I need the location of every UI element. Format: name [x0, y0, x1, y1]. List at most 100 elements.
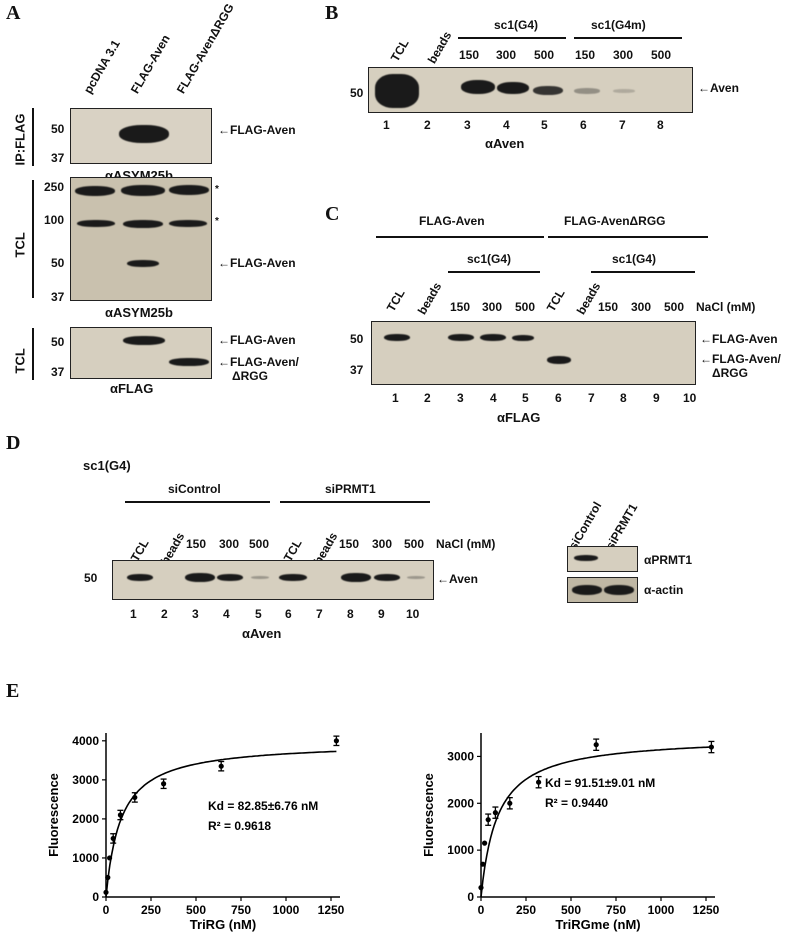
band [123, 336, 165, 345]
x-tick-label: 0 [103, 903, 110, 917]
blot-d [112, 560, 434, 600]
x-tick-label: 1250 [693, 903, 720, 917]
data-point [107, 855, 113, 861]
blot-b [368, 67, 693, 113]
arrow-label: ←FLAG-Aven [700, 332, 778, 346]
band [119, 125, 169, 143]
panel-title: sc1(G4) [83, 458, 131, 473]
mw-marker: 100 [44, 213, 65, 227]
lane-number: 10 [406, 607, 420, 621]
band [341, 573, 371, 582]
band [572, 585, 602, 595]
group-label: siControl [168, 482, 221, 496]
panel-d-letter: D [6, 432, 21, 454]
fit-curve [105, 750, 337, 898]
panel-a-letter: A [6, 2, 21, 24]
conc-label: 300 [631, 300, 652, 314]
x-axis-label: TriRGme (nM) [555, 917, 640, 932]
y-tick-label: 4000 [72, 734, 99, 748]
lane-number: 4 [490, 391, 497, 405]
conc-label: 500 [534, 48, 555, 62]
y-axis-label: Fluorescence [46, 773, 61, 857]
conc-label: 150 [459, 48, 480, 62]
lane-number: 6 [580, 118, 587, 132]
arrow-label: ΔRGG [712, 366, 748, 380]
col-label: TCL [387, 36, 412, 64]
group-label: sc1(G4m) [591, 18, 646, 32]
y-tick-label: 1000 [72, 851, 99, 865]
band [574, 88, 600, 94]
band [407, 576, 425, 579]
group-label: sc1(G4) [612, 252, 657, 266]
x-tick-label: 1000 [648, 903, 675, 917]
x-tick-label: 750 [231, 903, 251, 917]
band [169, 358, 209, 366]
lane-number: 10 [683, 391, 697, 405]
band [547, 356, 571, 364]
group-bar [591, 271, 695, 273]
lane-number: 4 [223, 607, 230, 621]
blot-a1 [70, 108, 212, 164]
band [279, 574, 307, 581]
antibody-label: αAven [242, 626, 282, 641]
band [497, 82, 529, 94]
fit-curve [480, 746, 712, 898]
conc-label: 150 [339, 537, 360, 551]
nacl-label: NaCl (mM) [436, 537, 496, 551]
antibody-label: αPRMT1 [644, 553, 693, 567]
data-point [482, 840, 488, 846]
antibody-label: αAven [485, 136, 525, 151]
mw-marker: 50 [350, 86, 364, 100]
conc-label: 150 [186, 537, 207, 551]
x-tick-label: 250 [516, 903, 536, 917]
arrow-label: ←FLAG-Aven [218, 123, 296, 137]
mw-marker: 250 [44, 180, 65, 194]
y-tick-label: 3000 [447, 749, 474, 763]
x-tick-label: 1000 [273, 903, 300, 917]
blot-a3 [70, 327, 212, 379]
panel-b-letter: B [325, 2, 339, 24]
lane-label: siPRMT1 [602, 501, 641, 552]
band [123, 220, 163, 228]
data-point [103, 889, 109, 895]
band [121, 185, 165, 196]
lane-number: 7 [619, 118, 626, 132]
blot-prmt1 [567, 546, 638, 572]
antibody-label: α-actin [644, 583, 684, 597]
conc-label: 300 [372, 537, 393, 551]
kd-annotation: Kd = 91.51±9.01 nM [545, 776, 655, 790]
group-label: FLAG-Aven [419, 214, 485, 228]
x-tick-label: 500 [186, 903, 206, 917]
group-label: FLAG-AvenΔRGG [564, 214, 666, 228]
band [77, 220, 115, 227]
band [251, 576, 269, 579]
mw-marker: 50 [51, 335, 65, 349]
arrow-label: ΔRGG [232, 369, 268, 383]
conc-label: 150 [598, 300, 619, 314]
lane-number: 7 [316, 607, 323, 621]
lane-label-flag-aven: FLAG-Aven [127, 32, 173, 96]
x-tick-label: 750 [606, 903, 626, 917]
mw-marker: 50 [84, 571, 98, 585]
group-bar [125, 501, 270, 503]
band [375, 74, 419, 108]
lane-label-pcdna: pcDNA 3.1 [80, 37, 123, 96]
antibody-label: αFLAG [497, 410, 541, 425]
data-point [478, 885, 484, 891]
lane-label: siControl [565, 499, 605, 552]
conc-label: 500 [651, 48, 672, 62]
blot-actin [567, 577, 638, 603]
lane-number: 2 [424, 118, 431, 132]
y-tick-label: 2000 [447, 796, 474, 810]
lane-number: 6 [285, 607, 292, 621]
y-tick-label: 2000 [72, 812, 99, 826]
band [374, 574, 400, 581]
lane-number: 9 [378, 607, 385, 621]
col-label: TCL [383, 286, 408, 314]
conc-label: 150 [450, 300, 471, 314]
antibody-label: αASYM25b [105, 305, 173, 320]
y-tick-label: 1000 [447, 843, 474, 857]
star-marker: * [215, 184, 219, 195]
band [613, 89, 635, 93]
kd-annotation: Kd = 82.85±6.76 nM [208, 799, 318, 813]
